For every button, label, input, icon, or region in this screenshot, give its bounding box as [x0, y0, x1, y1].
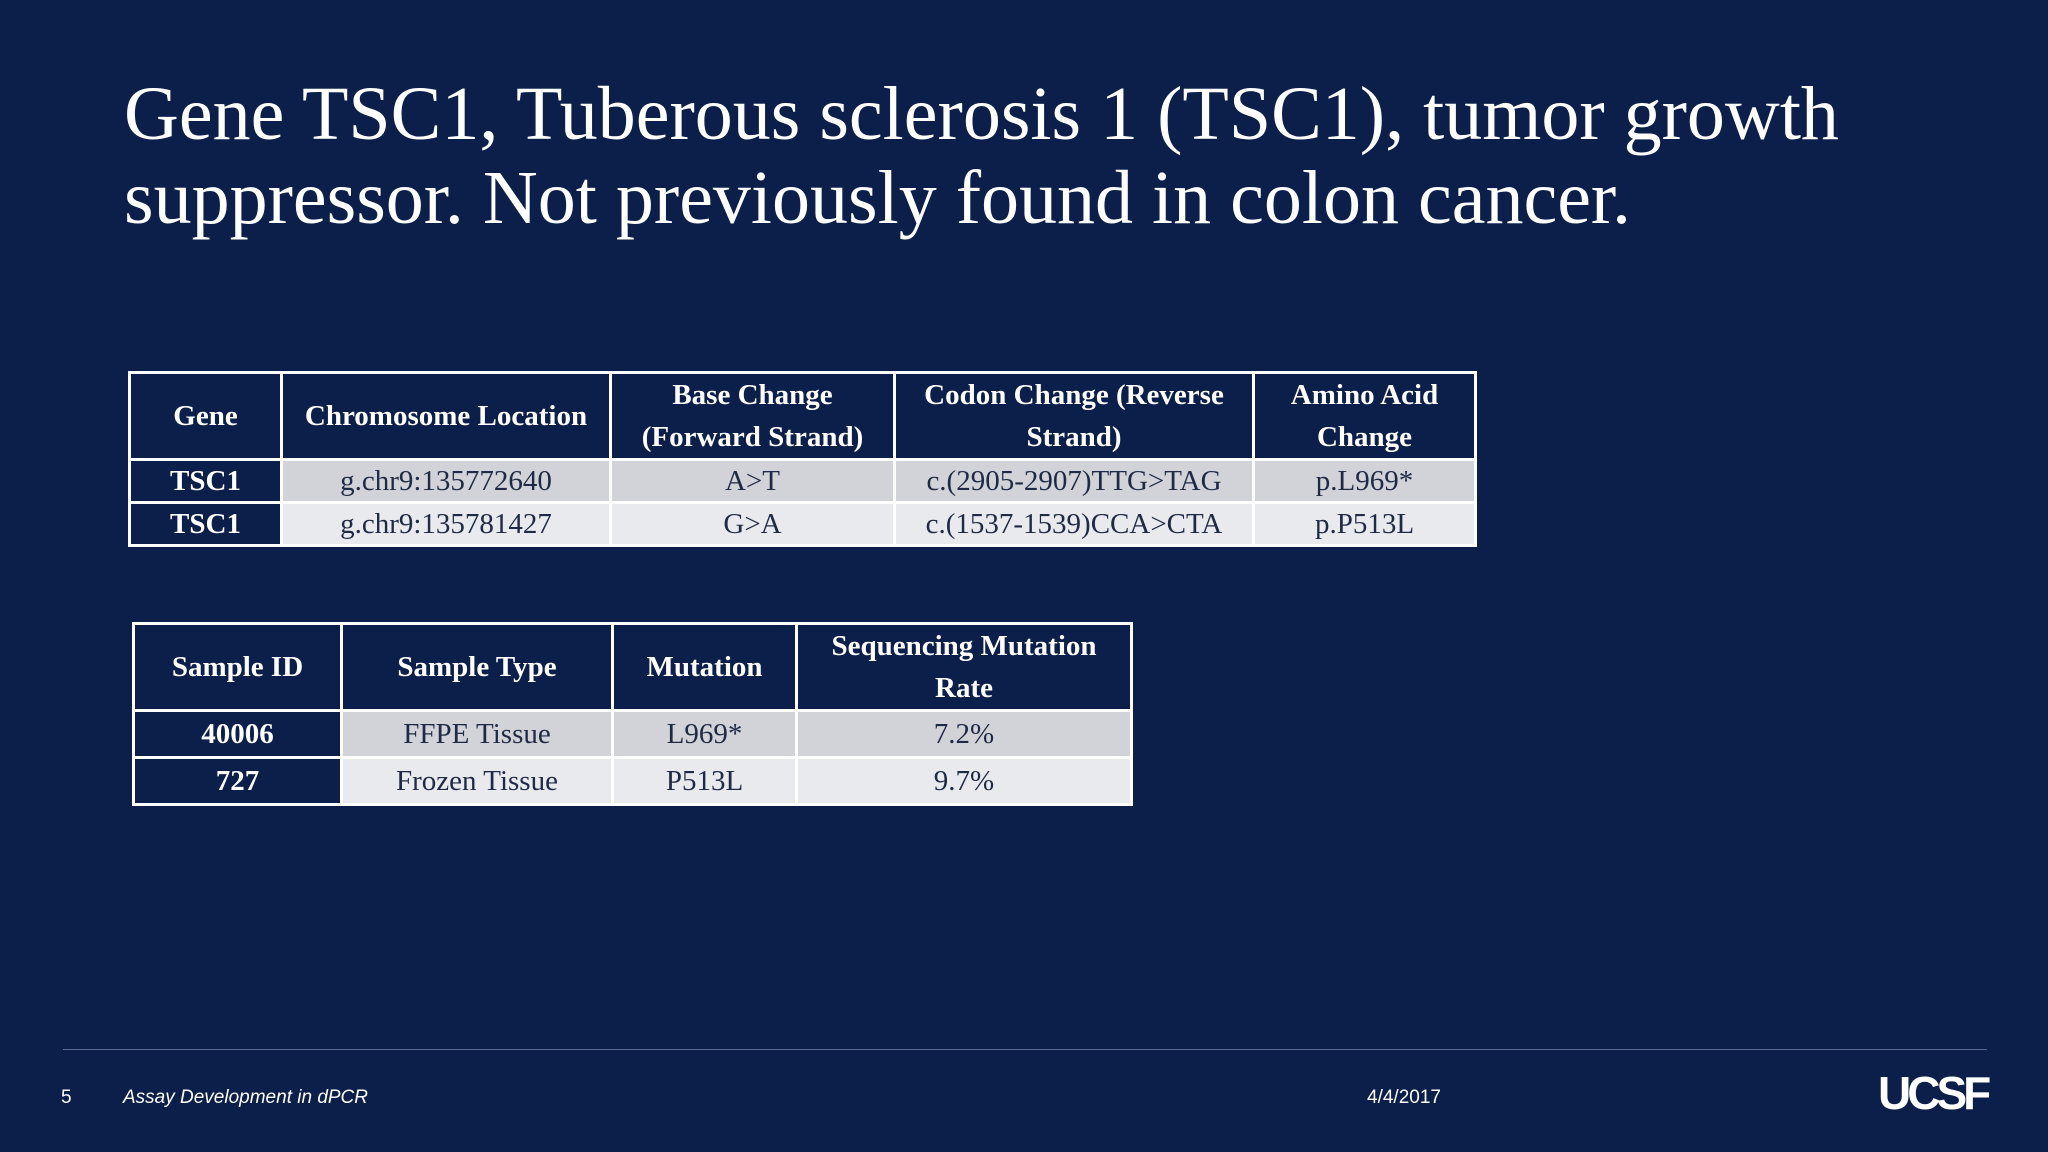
- title-line: Gene TSC1, Tuberous sclerosis 1 (TSC1), …: [124, 72, 1839, 156]
- cell: G>A: [609, 501, 896, 547]
- row: 727 Frozen Tissue P513L 9.7%: [132, 756, 1133, 806]
- header-cell: Sequencing Mutation Rate: [795, 622, 1133, 712]
- footer-rule: [63, 1049, 1987, 1050]
- cell: P513L: [611, 756, 798, 806]
- cell: TSC1: [128, 458, 283, 504]
- row: TSC1 g.chr9:135781427 G>A c.(1537-1539)CCA>…: [128, 501, 1477, 547]
- cell: Frozen Tissue: [340, 756, 614, 806]
- table: Sample ID Sample Type Mutation Sequencing M…: [132, 622, 1133, 806]
- header-cell: Sample Type: [340, 622, 614, 712]
- row: TSC1 g.chr9:135772640 A>T c.(2905-2907)TTG>…: [128, 458, 1477, 504]
- footer-title: Assay Development in dPCR: [123, 1087, 368, 1108]
- cell: 7.2%: [795, 709, 1133, 759]
- page-number: 5: [61, 1087, 72, 1108]
- row: 40006 FFPE Tissue L969* 7.2%: [132, 709, 1133, 759]
- cell: L969*: [611, 709, 798, 759]
- cell: p.P513L: [1252, 501, 1477, 547]
- cell: p.L969*: [1252, 458, 1477, 504]
- cell: 40006: [132, 709, 343, 759]
- header-cell: Chromosome Location: [280, 371, 612, 461]
- cell: g.chr9:135781427: [280, 501, 612, 547]
- cell: g.chr9:135772640: [280, 458, 612, 504]
- cell: c.(2905-2907)TTG>TAG: [893, 458, 1255, 504]
- cell: 9.7%: [795, 756, 1133, 806]
- cell: A>T: [609, 458, 896, 504]
- header-cell: Base Change (Forward Strand): [609, 371, 896, 461]
- title: Gene TSC1, Tuberous sclerosis 1 (TSC1), …: [124, 72, 1839, 240]
- cell: 727: [132, 756, 343, 806]
- title-line: suppressor. Not previously found in colo…: [124, 156, 1632, 240]
- header-cell: Sample ID: [132, 622, 343, 712]
- header-cell: Codon Change (Reverse Strand): [893, 371, 1255, 461]
- cell: TSC1: [128, 501, 283, 547]
- header-row: Gene Chromosome Location Base Change (Forw…: [128, 371, 1477, 461]
- footer-date: 4/4/2017: [1367, 1087, 1441, 1108]
- cell: c.(1537-1539)CCA>CTA: [893, 501, 1255, 547]
- cell: FFPE Tissue: [340, 709, 614, 759]
- logo: UCSF: [1878, 1067, 1991, 1119]
- header-row: Sample ID Sample Type Mutation Sequencing M…: [132, 622, 1133, 712]
- header-cell: Gene: [128, 371, 283, 461]
- table: Gene Chromosome Location Base Change (Forw…: [128, 371, 1477, 547]
- header-cell: Mutation: [611, 622, 798, 712]
- header-cell: Amino Acid Change: [1252, 371, 1477, 461]
